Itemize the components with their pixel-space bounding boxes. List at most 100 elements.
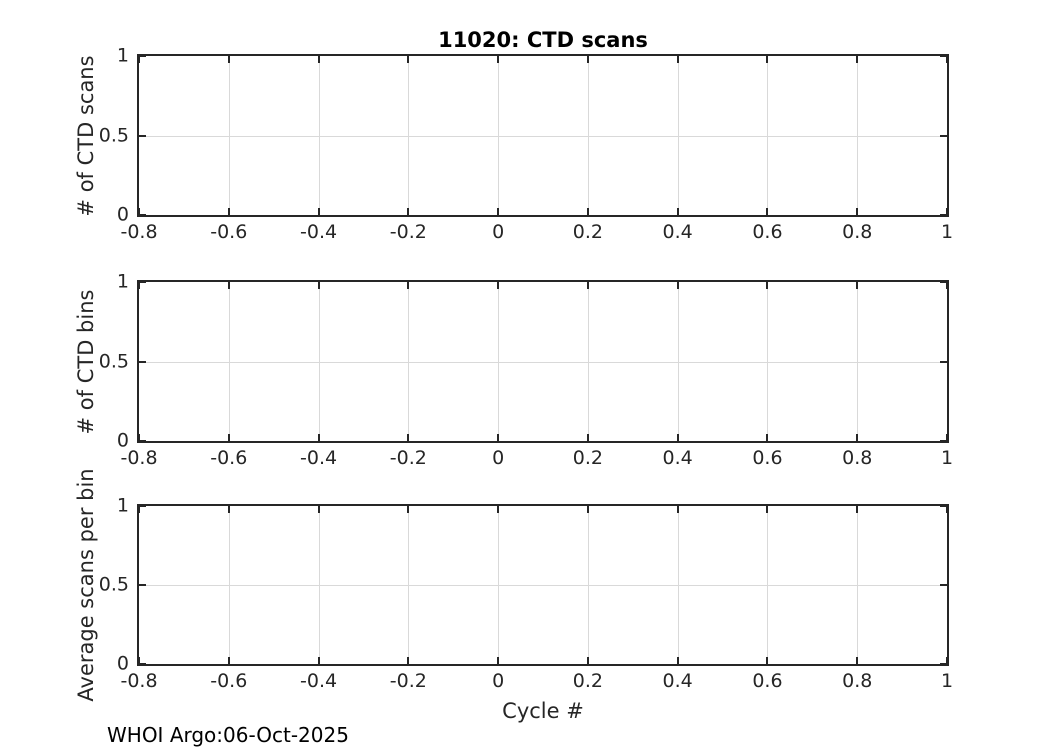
footer-annotation: WHOI Argo:06-Oct-2025: [107, 723, 349, 747]
subplot-3-xtick-label: 0.6: [752, 670, 783, 692]
subplot-2-xtick-top: [676, 282, 679, 289]
subplot-3-xtick-bottom: [946, 657, 948, 664]
subplot-1-xtick-top: [946, 56, 948, 63]
subplot-1-xtick-top: [497, 56, 500, 63]
subplot-3-xtick-bottom: [138, 657, 140, 664]
subplot-1-xtick-top: [138, 56, 140, 63]
subplot-2-xtick-label: 0.2: [572, 447, 603, 469]
subplot-2-xtick-label: -0.2: [389, 447, 427, 469]
subplot-1-xtick-label: -0.8: [120, 221, 158, 243]
subplot-2-xtick-label: 0.4: [662, 447, 693, 469]
subplot-2-ytick-right: [940, 440, 947, 442]
subplot-2-xtick-label: 0.8: [842, 447, 873, 469]
subplot-2-y-axis-label: # of CTD bins: [74, 289, 98, 434]
subplot-2-xtick-bottom: [227, 434, 230, 441]
subplot-1-ytick-left: [139, 55, 146, 57]
subplot-1-ytick-label: 0: [116, 203, 129, 226]
x-axis-label: Cycle #: [502, 699, 584, 723]
subplot-1-xtick-top: [766, 56, 769, 63]
subplot-1-xtick-bottom: [497, 208, 500, 215]
subplot-3-xtick-label: -0.2: [389, 670, 427, 692]
subplot-2-ytick-right: [940, 360, 947, 363]
subplot-1-xtick-label: 0: [492, 221, 505, 243]
subplot-1-xtick-bottom: [407, 208, 410, 215]
subplot-1-ytick-left: [139, 134, 146, 137]
subplot-3-xtick-label: 0.2: [572, 670, 603, 692]
subplot-3-xtick-bottom: [856, 657, 859, 664]
subplot-2-xtick-top: [856, 282, 859, 289]
subplot-2-xtick-top: [407, 282, 410, 289]
subplot-2-xtick-top: [946, 282, 948, 289]
subplot-2-xtick-bottom: [497, 434, 500, 441]
subplot-1-plot-area: -0.8 -0.6 -0.4 -0.2 0 0.2 0.4 0.6 0.8 1 0 0.5 1: [99, 45, 953, 242]
subplot-1-ytick-left: [139, 214, 146, 216]
subplot-1-xtick-bottom: [766, 208, 769, 215]
subplot-3-xtick-bottom: [676, 657, 679, 664]
subplot-1-xtick-top: [856, 56, 859, 63]
subplot-1-xtick-label: -0.4: [300, 221, 338, 243]
subplot-2-ytick-left: [139, 440, 146, 442]
subplot-2-xtick-label: 0.6: [752, 447, 783, 469]
subplot-2-plot-area: -0.8 -0.6 -0.4 -0.2 0 0.2 0.4 0.6 0.8 1 0 0.5 1: [99, 271, 953, 468]
subplot-3-xtick-top: [407, 506, 410, 513]
subplot-1-xtick-bottom: [856, 208, 859, 215]
subplot-2-xtick-label: -0.6: [210, 447, 248, 469]
subplot-3-xtick-top: [856, 506, 859, 513]
subplot-2-xtick-bottom: [766, 434, 769, 441]
subplot-1-xtick-bottom: [317, 208, 320, 215]
subplot-1-xtick-bottom: [586, 208, 589, 215]
subplot-1-y-gridline: [139, 135, 947, 137]
subplot-2-ytick-left: [139, 281, 146, 283]
subplot-2-xtick-top: [227, 282, 230, 289]
subplot-1-ytick-right: [940, 214, 947, 216]
subplot-3-ytick-left: [139, 584, 146, 586]
subplot-2-xtick-bottom: [676, 434, 679, 441]
subplot-3-ytick-right: [940, 584, 947, 586]
subplot-3-ytick-label: 0: [116, 652, 129, 675]
subplot-3-xtick-top: [227, 506, 230, 513]
subplot-2-xtick-bottom: [856, 434, 859, 441]
subplot-3-xtick-label: -0.6: [210, 670, 248, 692]
subplot-2-ytick-label: 1: [116, 270, 129, 293]
subplot-3-xtick-label: 0.4: [662, 670, 693, 692]
subplot-1-xtick-top: [407, 56, 410, 63]
subplot-2-xtick-label: 1: [940, 447, 954, 469]
subplot-1-ytick-right: [940, 55, 947, 57]
subplot-1-xtick-label: 0.6: [752, 221, 783, 243]
subplot-1-xtick-label: -0.2: [389, 221, 427, 243]
subplot-3-xtick-bottom: [227, 657, 230, 664]
subplot-3-ytick-label: 0.5: [98, 573, 129, 596]
subplot-3-xtick-top: [946, 506, 948, 513]
subplot-1-xtick-top: [227, 56, 230, 63]
subplot-1-xtick-label: 0.2: [572, 221, 603, 243]
subplot-3-ytick-right: [940, 505, 947, 507]
subplot-3-ytick-right: [940, 663, 947, 665]
subplot-1-xtick-top: [676, 56, 679, 63]
subplot-3-y-gridline: [139, 585, 947, 586]
subplot-1-ytick-label: 0.5: [98, 124, 129, 147]
subplot-2-xtick-bottom: [407, 434, 410, 441]
subplot-1-xtick-bottom: [946, 208, 948, 215]
subplot-1-xtick-top: [317, 56, 320, 63]
subplot-1-xtick-bottom: [138, 208, 140, 215]
subplot-2-xtick-top: [586, 282, 589, 289]
subplot-1-xtick-label: -0.6: [210, 221, 248, 243]
subplot-2-xtick-top: [138, 282, 140, 289]
subplot-3-xtick-top: [676, 506, 679, 513]
subplot-2-y-gridline: [139, 361, 947, 363]
subplot-3-xtick-label: 1: [940, 670, 954, 692]
subplot-2-ytick-label: 0.5: [98, 350, 129, 373]
subplot-2-ytick-right: [940, 281, 947, 283]
subplot-2-ytick-label: 0: [116, 429, 129, 452]
subplot-1-xtick-bottom: [227, 208, 230, 215]
subplot-3-xtick-label: 0: [492, 670, 505, 692]
subplot-1-ytick-label: 1: [116, 44, 129, 67]
subplot-2-xtick-bottom: [586, 434, 589, 441]
subplot-2-xtick-label: -0.4: [300, 447, 338, 469]
subplot-3-ytick-left: [139, 663, 146, 665]
subplot-1-xtick-label: 1: [940, 221, 954, 243]
subplot-3-xtick-top: [766, 506, 769, 513]
subplot-2-xtick-label: 0: [492, 447, 505, 469]
subplot-3-xtick-label: -0.8: [120, 670, 158, 692]
